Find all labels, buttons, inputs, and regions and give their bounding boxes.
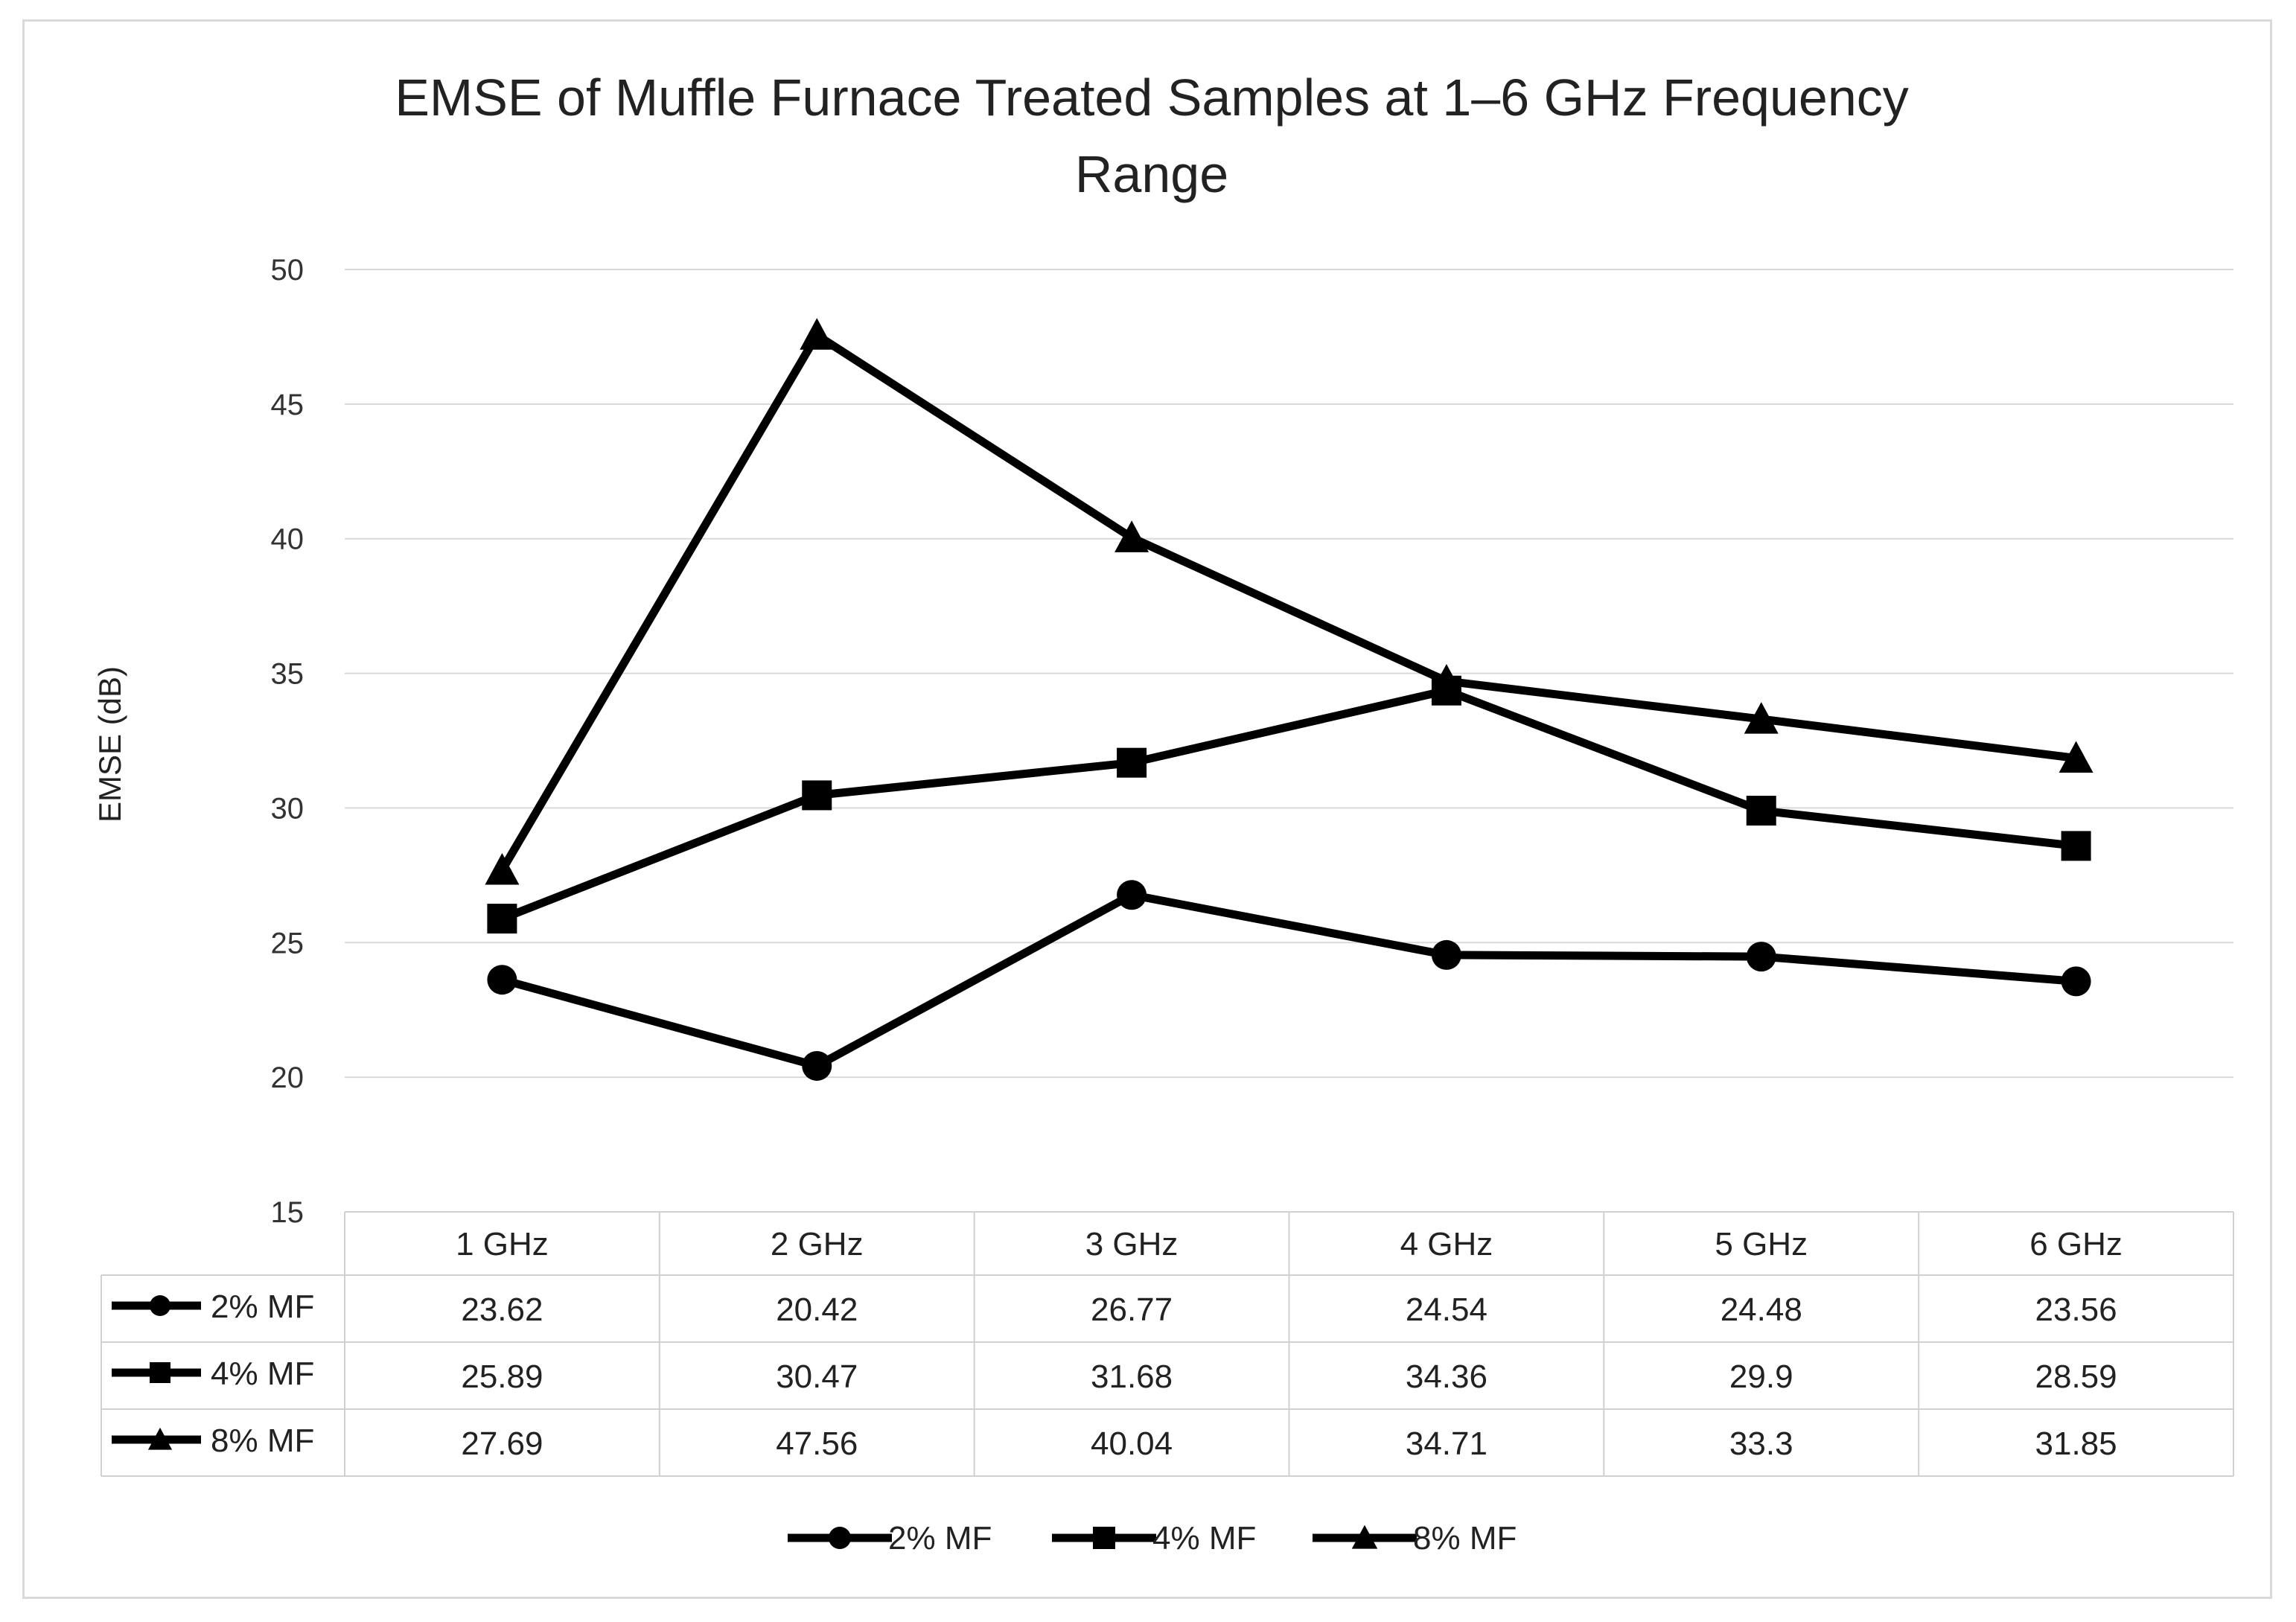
row-key-marker (150, 1362, 170, 1383)
data-table: 1 GHz 2 GHz 3 GHz 4 GHz 5 GHz 6 GHz 2% MF 23.62… (101, 1211, 2234, 1477)
table-cell: 26.77 (1091, 1291, 1173, 1328)
legend-item-1: 2% MF (788, 1520, 992, 1556)
series-1 (487, 880, 2091, 1081)
table-cell: 24.54 (1406, 1291, 1487, 1328)
row-key-marker (150, 1295, 170, 1316)
data-point (2061, 966, 2091, 997)
table-header-cell: 1 GHz (456, 1226, 549, 1262)
legend: 2% MF 4% MF 8% MF (788, 1520, 1517, 1556)
table-row-label: 4% MF (211, 1356, 314, 1392)
series-line (498, 329, 2077, 872)
table-header-cell: 2 GHz (771, 1226, 864, 1262)
legend-marker (829, 1527, 851, 1549)
series-line (500, 890, 2077, 1070)
data-point (1746, 796, 1776, 826)
chart-frame (22, 19, 2272, 1599)
y-tick-label: 45 (271, 389, 304, 421)
data-point (1117, 747, 1147, 778)
table-header-cell: 6 GHz (2029, 1226, 2123, 1262)
y-tick-label: 50 (271, 254, 304, 287)
table-cell: 30.47 (776, 1358, 858, 1395)
table-header-cell: 4 GHz (1400, 1226, 1493, 1262)
data-point (802, 780, 832, 811)
y-tick-label: 30 (271, 792, 304, 825)
data-point (487, 965, 517, 995)
y-axis-ticks: 15 20 25 30 35 40 45 50 (271, 254, 304, 1229)
series-lines (485, 318, 2093, 1081)
table-row-label: 2% MF (211, 1289, 314, 1325)
table-cell: 31.68 (1091, 1358, 1173, 1395)
table-cell: 40.04 (1091, 1425, 1173, 1462)
legend-label: 8% MF (1413, 1520, 1517, 1556)
data-point (1114, 520, 1149, 552)
table-cell: 47.56 (776, 1425, 858, 1462)
data-point (487, 904, 517, 934)
chart-title-line-1: EMSE of Muffle Furnace Treated Samples a… (395, 68, 1909, 127)
table-header-cell: 5 GHz (1715, 1226, 1808, 1262)
gridlines (345, 269, 2233, 1079)
table-cell: 23.62 (461, 1291, 543, 1328)
legend-item-3: 8% MF (1313, 1520, 1517, 1556)
legend-marker (1093, 1527, 1115, 1549)
table-cell: 31.85 (2035, 1425, 2117, 1462)
y-tick-label: 40 (271, 523, 304, 556)
table-cell: 33.3 (1729, 1425, 1793, 1462)
table-cell: 29.9 (1729, 1358, 1793, 1395)
data-point (1429, 664, 1464, 696)
table-cell: 27.69 (461, 1425, 543, 1462)
data-point (1746, 942, 1776, 972)
y-tick-label: 20 (271, 1061, 304, 1094)
series-2 (487, 675, 2091, 934)
y-tick-label: 25 (271, 927, 304, 960)
data-point (802, 1050, 832, 1081)
data-point (1744, 702, 1779, 734)
table-cell: 25.89 (461, 1358, 543, 1395)
legend-label: 4% MF (1152, 1520, 1256, 1556)
data-point (2061, 831, 2091, 861)
series-line (500, 686, 2077, 923)
table-cell: 34.36 (1406, 1358, 1487, 1395)
y-tick-label: 35 (271, 658, 304, 691)
y-axis-label: EMSE (dB) (92, 666, 127, 823)
table-cell: 20.42 (776, 1291, 858, 1328)
series-3 (485, 318, 2093, 885)
table-cell: 23.56 (2035, 1291, 2117, 1328)
table-cell: 24.48 (1721, 1291, 1802, 1328)
data-point (485, 852, 520, 885)
legend-item-2: 4% MF (1052, 1520, 1256, 1556)
table-header-cell: 3 GHz (1085, 1226, 1179, 1262)
row-key-marker (147, 1427, 173, 1450)
data-point (1117, 880, 1147, 910)
data-point (1431, 939, 1461, 970)
data-point (800, 318, 835, 350)
table-row-label: 8% MF (211, 1423, 314, 1459)
chart-title-line-2: Range (1075, 145, 1228, 203)
legend-label: 2% MF (888, 1520, 992, 1556)
data-point (2059, 741, 2093, 773)
legend-marker (1351, 1524, 1378, 1549)
table-cell: 28.59 (2035, 1358, 2117, 1395)
table-cell: 34.71 (1406, 1425, 1487, 1462)
y-tick-label: 15 (271, 1196, 304, 1229)
